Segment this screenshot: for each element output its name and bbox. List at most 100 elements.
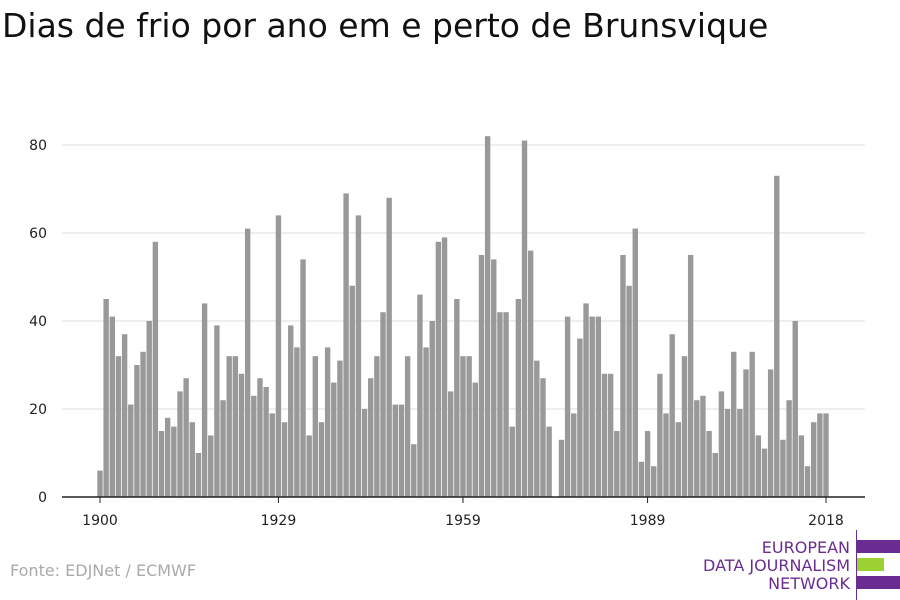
bar-2004: [737, 409, 743, 497]
bar-1911: [164, 417, 171, 497]
y-tick-label-80: 80: [29, 138, 47, 154]
bar-1918: [208, 435, 214, 497]
bar-1932: [294, 347, 300, 497]
bar-2008: [761, 448, 768, 497]
bar-1916: [195, 453, 202, 497]
source-note: Fonte: EDJNet / ECMWF: [10, 561, 197, 580]
y-axis-ticks: 0 20 40 60 80: [29, 138, 47, 506]
bar-1982: [601, 373, 608, 497]
bar-1907: [140, 351, 146, 497]
y-tick-label-20: 20: [29, 402, 47, 418]
bar-1937: [324, 347, 331, 497]
bar-1961: [472, 382, 479, 497]
bar-1915: [189, 422, 195, 497]
bar-1990: [651, 466, 657, 497]
bar-1952: [417, 294, 423, 497]
bar-2011: [780, 439, 786, 497]
bar-1966: [503, 312, 509, 497]
bar-2015: [804, 466, 811, 497]
bar-1908: [146, 321, 152, 497]
bar-1977: [571, 413, 577, 497]
bar-1927: [263, 387, 269, 497]
bar-1903: [115, 356, 122, 497]
bar-1980: [589, 316, 595, 497]
bar-2000: [712, 453, 718, 497]
bar-1948: [392, 404, 399, 497]
x-tick-label-1959: 1959: [445, 513, 481, 529]
bar-1989: [644, 431, 651, 497]
bar-1965: [497, 312, 503, 497]
bar-1975: [558, 439, 565, 497]
bar-1947: [386, 197, 392, 498]
bar-1959: [460, 356, 466, 497]
bar-1922: [232, 356, 239, 497]
logo-bar-3: [857, 576, 900, 589]
bar-1914: [183, 378, 189, 497]
bar-1934: [306, 435, 312, 497]
y-tick-label-60: 60: [29, 226, 47, 242]
bar-1951: [411, 444, 417, 497]
bar-1976: [564, 316, 571, 497]
bar-1923: [238, 373, 245, 497]
bar-1917: [201, 303, 208, 497]
bar-1983: [607, 373, 614, 497]
bar-1970: [527, 250, 534, 497]
bar-1954: [429, 321, 435, 497]
bar-2013: [792, 321, 798, 497]
bar-1971: [534, 360, 540, 497]
bar-1993: [669, 334, 675, 497]
bar-1969: [521, 140, 528, 497]
bar-2001: [718, 391, 725, 497]
bar-1978: [577, 338, 583, 497]
x-axis-ticks: 1900 1929 1959 1989 2018: [82, 497, 844, 529]
bar-1933: [300, 259, 306, 497]
bar-1999: [706, 431, 712, 497]
bar-1904: [121, 334, 128, 497]
bar-1981: [595, 316, 602, 497]
bar-1985: [620, 255, 626, 497]
bar-1935: [312, 356, 319, 497]
bar-2018: [823, 413, 829, 497]
bar-1930: [281, 422, 288, 497]
bar-2014: [798, 435, 805, 497]
bar-1988: [638, 461, 645, 497]
bar-1943: [361, 409, 368, 497]
bar-1905: [128, 404, 134, 497]
bar-1931: [288, 325, 294, 497]
bar-1928: [269, 413, 275, 497]
y-tick-label-0: 0: [38, 490, 47, 506]
bar-1909: [152, 241, 159, 497]
x-tick-label-2018: 2018: [808, 513, 844, 529]
bar-1960: [466, 356, 472, 497]
chart-title: Dias de frio por ano em e perto de Bruns…: [2, 6, 769, 45]
bar-1929: [275, 215, 282, 497]
logo-bar-1: [857, 540, 900, 553]
bar-2009: [767, 369, 774, 497]
bars: [97, 136, 829, 498]
bar-1940: [343, 193, 349, 497]
logo-line-3: NETWORK: [768, 574, 850, 593]
bar-1957: [447, 391, 454, 497]
bar-1972: [540, 378, 546, 497]
bar-1921: [226, 356, 232, 497]
logo-bar-2: [857, 558, 884, 571]
x-tick-label-1989: 1989: [630, 513, 666, 529]
bar-1936: [318, 422, 325, 497]
bar-2010: [774, 175, 780, 498]
bar-1924: [244, 228, 251, 497]
bar-2007: [755, 435, 762, 497]
bar-1955: [435, 241, 442, 497]
bar-2012: [786, 400, 792, 497]
bar-1987: [632, 228, 638, 497]
bar-1996: [687, 255, 694, 497]
bar-2002: [724, 409, 731, 497]
bar-1998: [700, 395, 706, 497]
bar-1973: [546, 426, 552, 497]
y-tick-label-40: 40: [29, 314, 47, 330]
bar-2006: [749, 351, 755, 497]
bar-1910: [158, 431, 165, 497]
bar-1964: [491, 259, 497, 497]
x-tick-label-1900: 1900: [82, 513, 118, 529]
bar-1919: [214, 325, 220, 497]
